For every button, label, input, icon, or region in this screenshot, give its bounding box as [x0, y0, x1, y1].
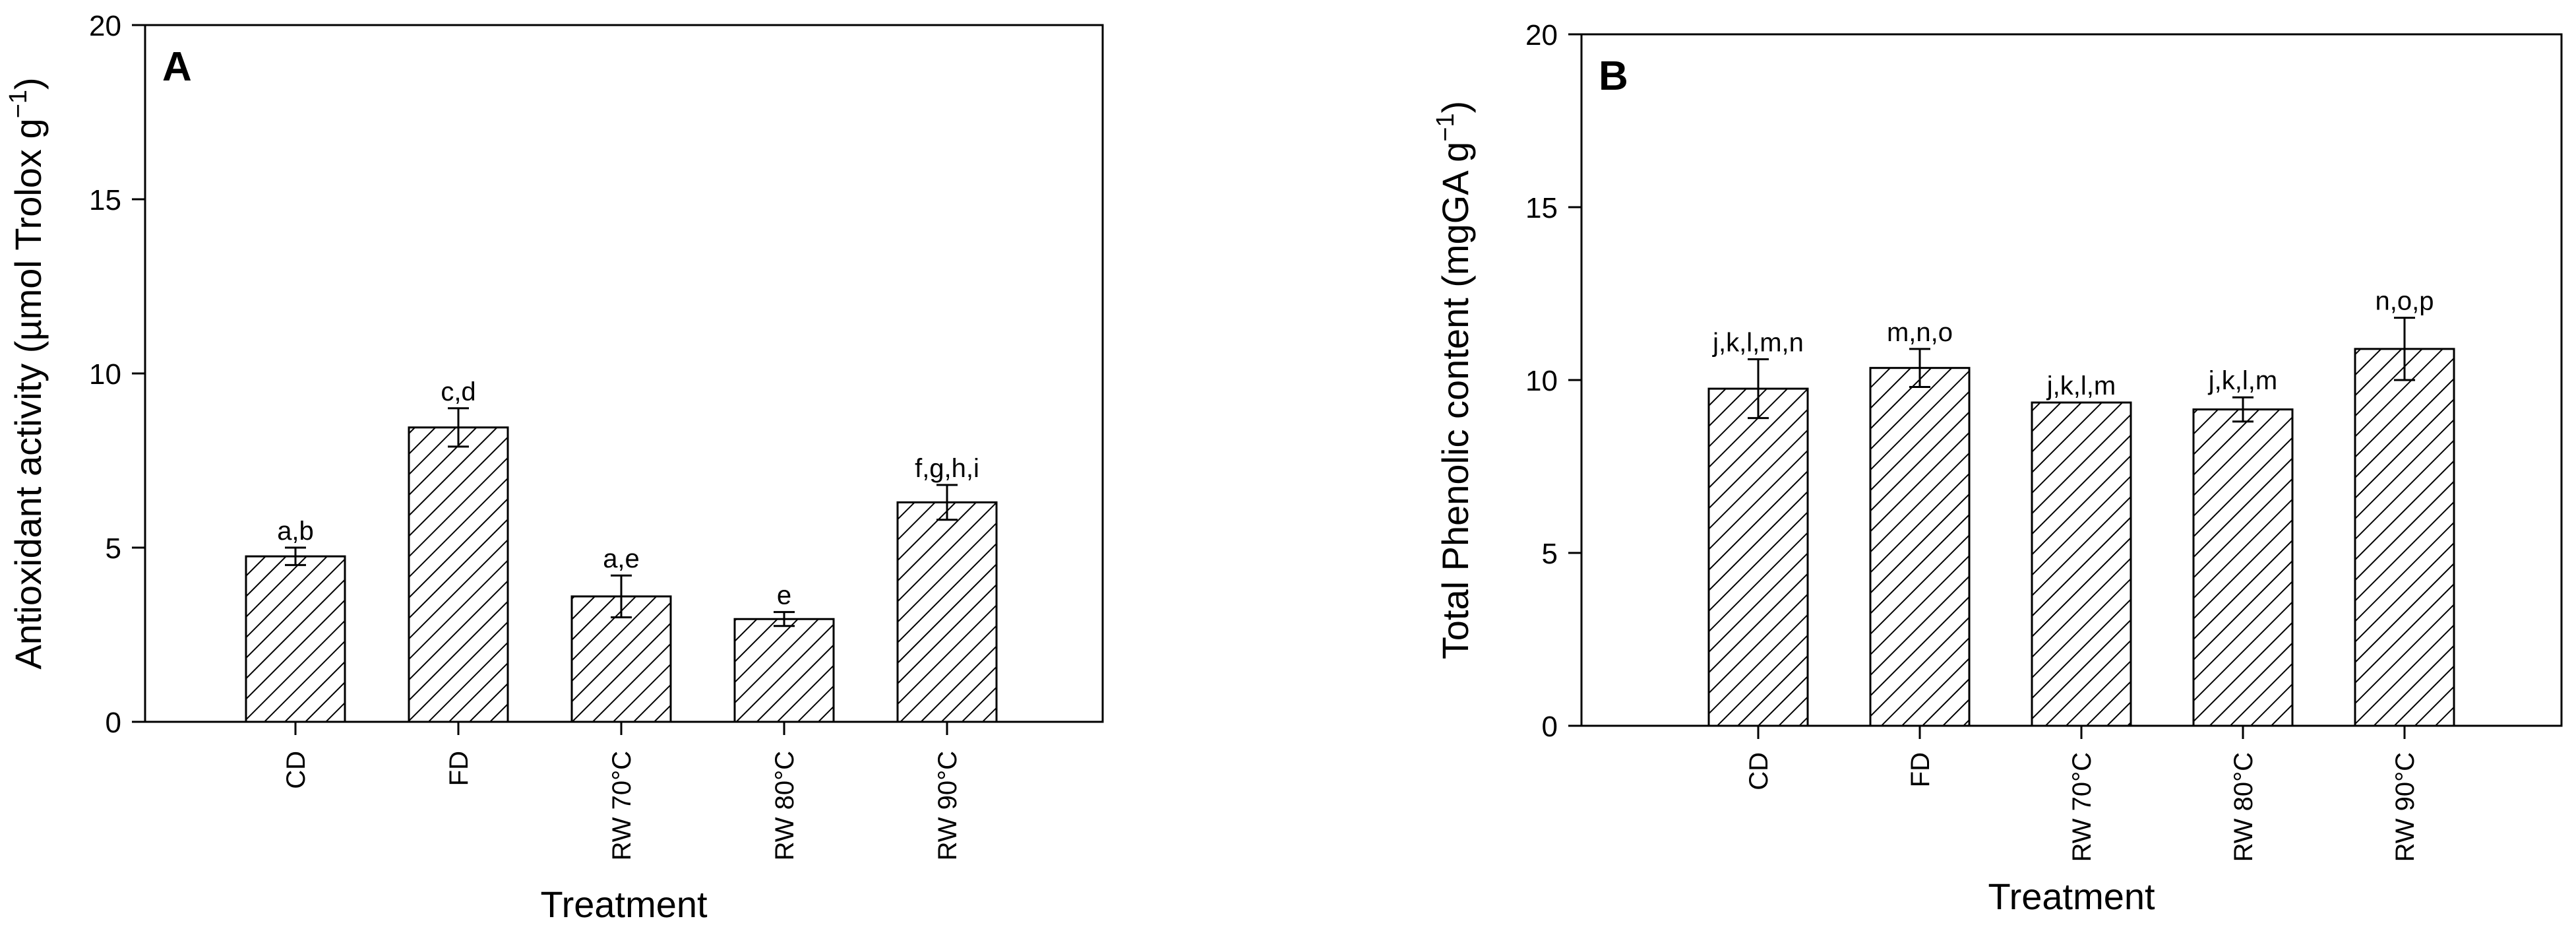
x-tick-label: RW 80°C [770, 751, 799, 860]
significance-label: c,d [441, 377, 475, 406]
bar [2031, 401, 2132, 727]
bars: a,b c,d a,e e f,g,h,i [245, 377, 998, 723]
y-tick-label: 15 [89, 184, 121, 216]
x-axis-label: Treatment [540, 883, 708, 925]
bars: j,k,l,m,n m,n,o j,k,l,m j,k,l,m n,o,p [1707, 287, 2455, 727]
significance-label: j,k,l,m [2208, 366, 2277, 395]
panel-letter: B [1599, 53, 1628, 99]
y-axis-ticks: 0 5 10 15 20 [89, 10, 145, 739]
x-tick-label: RW 70°C [607, 751, 636, 860]
x-axis-tick-labels: CD FD RW 70°C RW 80°C RW 90°C [282, 722, 962, 860]
y-axis-label-superscript: −1 [5, 90, 32, 118]
significance-label: f,g,h,i [915, 454, 979, 483]
y-tick-label: 5 [106, 532, 121, 565]
y-tick-label: 20 [1525, 19, 1558, 51]
x-tick-label: CD [282, 751, 311, 789]
significance-label: e [777, 581, 791, 610]
y-axis-label-main: Total Phenolic content (mgGA g [1434, 142, 1476, 659]
significance-label: j,k,l,m,n [1712, 329, 1804, 358]
y-axis-label: Antioxidant activity (µmol Trolox g−1) [5, 77, 49, 669]
y-tick-label: 0 [1542, 711, 1558, 743]
y-tick-label: 0 [106, 707, 121, 739]
y-tick-label: 10 [89, 358, 121, 391]
bar [245, 555, 346, 723]
x-tick-label: FD [1906, 752, 1935, 787]
bar [896, 501, 998, 723]
x-tick-label: RW 70°C [2068, 752, 2097, 862]
x-tick-label: CD [1744, 752, 1773, 790]
x-tick-label: RW 90°C [2391, 752, 2420, 862]
y-axis-label: Total Phenolic content (mgGA g−1) [1432, 101, 1476, 659]
bar [2192, 408, 2294, 727]
panel-b: B 0 5 10 15 20 j,k,l,m,n m,n,o j,k,l,m j,k,l,m n… [1432, 19, 2563, 917]
x-axis-label: Treatment [1988, 876, 2155, 917]
significance-label: j,k,l,m [2046, 371, 2116, 400]
bar [408, 426, 509, 723]
y-axis-label-superscript: −1 [1432, 113, 1459, 141]
panel-letter: A [162, 44, 192, 90]
bar [1707, 387, 1809, 727]
y-tick-label: 10 [1525, 365, 1558, 397]
y-axis-label-main: Antioxidant activity (µmol Trolox g [7, 118, 49, 669]
y-tick-label: 5 [1542, 538, 1558, 570]
bar [733, 618, 835, 723]
significance-label: m,n,o [1887, 318, 1953, 347]
x-tick-label: FD [445, 751, 474, 786]
significance-label: a,b [277, 517, 314, 546]
x-tick-label: RW 80°C [2229, 752, 2258, 862]
y-axis-label-end: ) [7, 77, 49, 90]
x-axis-tick-labels: CD FD RW 70°C RW 80°C RW 90°C [1744, 726, 2420, 862]
y-tick-label: 20 [89, 10, 121, 42]
bar [2354, 348, 2455, 727]
y-tick-label: 15 [1525, 192, 1558, 224]
panel-a: A 0 5 10 15 20 a,b c,d a,e e f,g,h,i CD FD RW 70°C… [5, 10, 1104, 925]
bar [1869, 367, 1971, 727]
significance-label: a,e [603, 544, 640, 573]
y-axis-label-end: ) [1434, 101, 1476, 113]
x-tick-label: RW 90°C [933, 751, 962, 860]
y-axis-ticks: 0 5 10 15 20 [1525, 19, 1581, 743]
significance-label: n,o,p [2376, 287, 2434, 316]
